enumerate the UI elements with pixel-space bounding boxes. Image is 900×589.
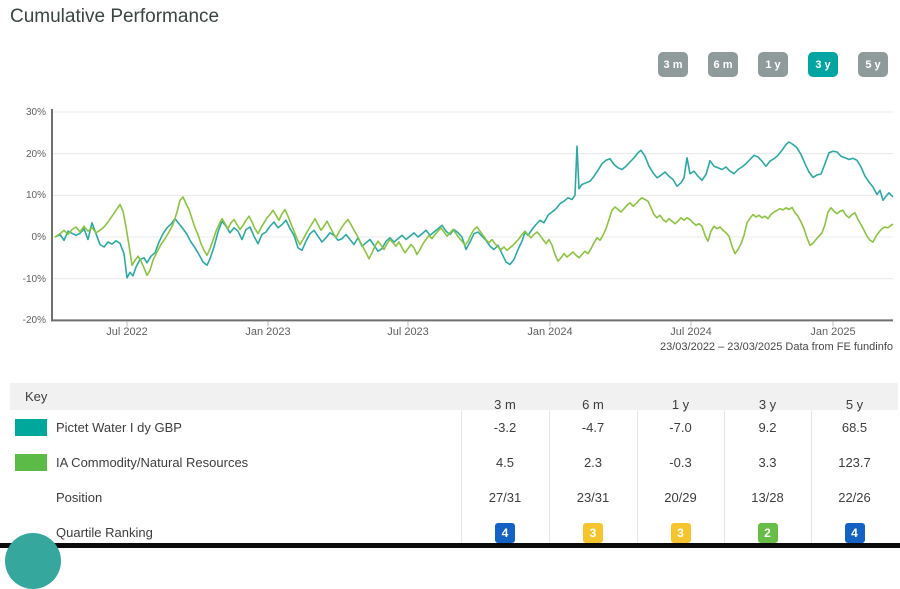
chart-date-range-caption: 23/03/2022 – 23/03/2025 Data from FE fun… [660,341,893,353]
y-tick-label: -20% [22,315,46,327]
row-label: Position [56,490,103,505]
quartile-badge: 4 [844,522,865,543]
legend-swatch [15,454,47,471]
bottom-edge-bar [0,543,900,548]
column-divider [724,383,725,548]
chat-fab-button[interactable] [5,533,61,589]
series-line-1 [54,196,894,277]
period-header-3m: 3 m [494,396,516,412]
x-tick-label: Jul 2022 [106,326,148,338]
value-cell: 20/29 [664,490,697,505]
y-tick-label: 20% [25,148,46,160]
page-title: Cumulative Performance [10,6,220,27]
y-tick-label: 0% [31,232,46,243]
period-header-6m: 6 m [582,396,604,412]
value-cell: -0.3 [669,455,692,470]
quartile-cell: 3 [553,515,633,550]
range-button-1y[interactable]: 1 y [758,52,788,77]
table-row-0: Pictet Water I dy GBP -3.2 -4.7 -7.0 9.2 68.5 [10,410,898,445]
performance-chart: 30% 20% 10% 0% -10% -20% Jul 2022 Jan 2023 Jul … [0,95,900,365]
performance-table: Key 3 m 6 m 1 y 3 y 5 y Pictet Water I dy GB… [10,383,898,548]
value-cell: 13/28 [751,490,784,505]
series-line-0 [54,141,894,279]
period-header-3y: 3 y [758,396,777,412]
x-tick-label: Jan 2023 [245,326,291,338]
period-header-1y: 1 y [671,396,690,412]
quartile-badge: 4 [495,522,515,543]
quartile-cell: 4 [465,515,545,550]
range-button-5y[interactable]: 5 y [858,52,888,77]
y-tick-label: 30% [25,107,46,118]
value-cell: 23/31 [576,490,610,505]
y-tick-label: -10% [22,273,46,285]
range-button-3m[interactable]: 3 m [658,52,688,77]
table-row-3: Quartile Ranking 4 3 3 2 4 [10,515,898,550]
range-button-3y[interactable]: 3 y [808,52,838,77]
value-cell: 2.3 [583,455,603,470]
table-header-row: Key 3 m 6 m 1 y 3 y 5 y [10,383,898,412]
quartile-badge: 3 [583,522,603,543]
value-cell: -4.7 [581,420,605,435]
value-cell: 3.3 [758,455,777,470]
table-row-2: Position 27/31 23/31 20/29 13/28 22/26 [10,480,898,515]
table-row-1: IA Commodity/Natural Resources 4.5 2.3 -0.3… [10,445,898,480]
y-tick-label: 10% [25,190,46,202]
quartile-badge: 3 [670,522,691,543]
x-tick-label: Jan 2025 [810,326,856,338]
value-cell: -7.0 [669,420,692,435]
x-tick-label: Jul 2024 [670,326,712,338]
value-cell: 22/26 [838,490,871,505]
quartile-cell: 4 [815,515,895,550]
column-divider [811,383,812,548]
column-divider [549,383,550,548]
range-button-group: 3 m 6 m 1 y 3 y 5 y [658,52,888,77]
value-cell: -3.2 [493,420,517,435]
row-label: Pictet Water I dy GBP [56,420,182,435]
quartile-cell: 3 [641,515,721,550]
value-cell: 27/31 [488,490,522,505]
key-column-header: Key [25,389,48,404]
x-tick-label: Jan 2024 [527,326,573,338]
column-divider [637,383,638,548]
value-cell: 68.5 [841,420,868,435]
legend-swatch [15,419,47,436]
quartile-cell: 2 [728,515,808,550]
column-divider [461,383,462,548]
range-button-6m[interactable]: 6 m [708,52,738,77]
row-label: Quartile Ranking [56,525,153,540]
chart-canvas [51,109,894,327]
quartile-badge: 2 [757,522,778,543]
row-label: IA Commodity/Natural Resources [56,455,249,470]
value-cell: 4.5 [495,455,515,470]
value-cell: 9.2 [758,420,777,435]
period-header-5y: 5 y [845,396,864,412]
x-tick-label: Jul 2023 [387,326,429,338]
value-cell: 123.7 [838,455,871,470]
